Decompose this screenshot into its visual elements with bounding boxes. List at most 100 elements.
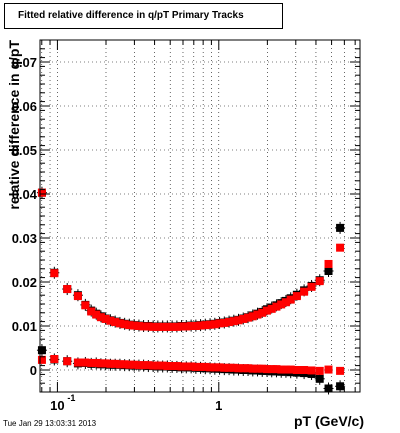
data-point [210,363,219,372]
data-point [248,312,257,321]
tick-labels: 0 0.01 0.02 0.03 0.04 0.05 0.06 0.07 10 -1 1 [12,55,223,413]
data-point [225,363,234,372]
data-point [262,365,271,374]
data-point [96,313,105,322]
data-point [106,316,115,325]
data-point [144,361,153,370]
data-point [139,322,148,331]
data-point [120,360,129,369]
data-point [215,363,224,372]
timestamp: Tue Jan 29 13:03:31 2013 [3,419,97,428]
data-point [139,361,148,370]
data-point [220,363,229,372]
data-point [158,322,167,331]
data-point [272,365,281,374]
y-axis-title: relative difference in q/pT [6,40,22,210]
data-point [125,321,134,330]
data-markers [36,186,346,395]
data-point [111,318,120,327]
x-tick-label: 1 [215,398,222,413]
data-point [81,301,90,310]
y-tick-label: 0 [30,363,37,378]
data-point [300,287,309,296]
data-point [315,374,324,383]
data-point [158,361,167,370]
data-point [281,365,290,374]
data-point [177,362,186,371]
data-point [336,366,345,375]
y-tick-label: 0.06 [12,99,37,114]
data-point [172,362,181,371]
data-point [267,365,276,374]
y-tick-label: 0.05 [12,143,37,158]
data-point [336,382,345,391]
data-point [168,322,177,331]
data-point [300,366,309,374]
data-point [130,321,139,330]
data-point [87,307,96,316]
data-point [182,362,191,371]
data-point [201,321,210,330]
data-point [50,269,59,278]
data-point [292,366,301,374]
y-tick-label: 0.07 [12,55,37,70]
data-point [196,362,205,371]
y-tick-label: 0.03 [12,231,37,246]
x-axis-title: pT (GeV/c) [294,413,364,429]
data-point [272,302,281,311]
data-point [239,364,248,373]
data-point [163,322,172,331]
data-point [50,355,59,363]
data-point [336,223,345,232]
data-point [324,259,333,268]
data-point [277,300,286,309]
data-point [267,304,276,313]
plot-frame [39,39,361,393]
chart-title: Fitted relative difference in q/pT Prima… [4,3,283,29]
data-point [111,359,120,368]
data-point [130,360,139,369]
data-point [324,267,333,275]
data-point [153,322,162,331]
data-point [229,363,238,372]
data-point [125,360,134,369]
data-point [286,365,295,374]
data-point [87,358,96,367]
data-point [120,320,129,329]
data-point [191,362,200,371]
data-point [153,361,162,370]
data-point [248,364,257,373]
x-tick-exponent: -1 [67,393,75,403]
data-point [210,320,219,329]
axis-ticks [40,39,360,393]
data-point [281,298,290,307]
data-point [215,319,224,328]
data-point [37,355,46,364]
data-point [244,313,253,322]
data-point [286,295,295,304]
data-point [92,358,101,367]
data-point [253,364,262,373]
data-point [73,358,82,367]
data-point [262,306,271,315]
data-point [63,357,72,366]
data-point [315,366,324,375]
data-point [206,320,215,329]
data-point [324,384,333,393]
data-point [177,322,186,331]
data-point [134,361,143,370]
data-point [234,316,243,325]
data-point [37,346,46,355]
data-point [315,277,324,286]
y-tick-label: 0.02 [12,275,37,290]
data-point [258,308,267,317]
data-point [253,310,262,319]
data-point [149,322,158,331]
data-point [37,188,46,197]
data-point [229,317,238,326]
x-tick-label: 10 [50,398,64,413]
data-point [258,364,267,373]
data-point [201,362,210,371]
data-point [63,285,72,294]
data-point [172,322,181,331]
